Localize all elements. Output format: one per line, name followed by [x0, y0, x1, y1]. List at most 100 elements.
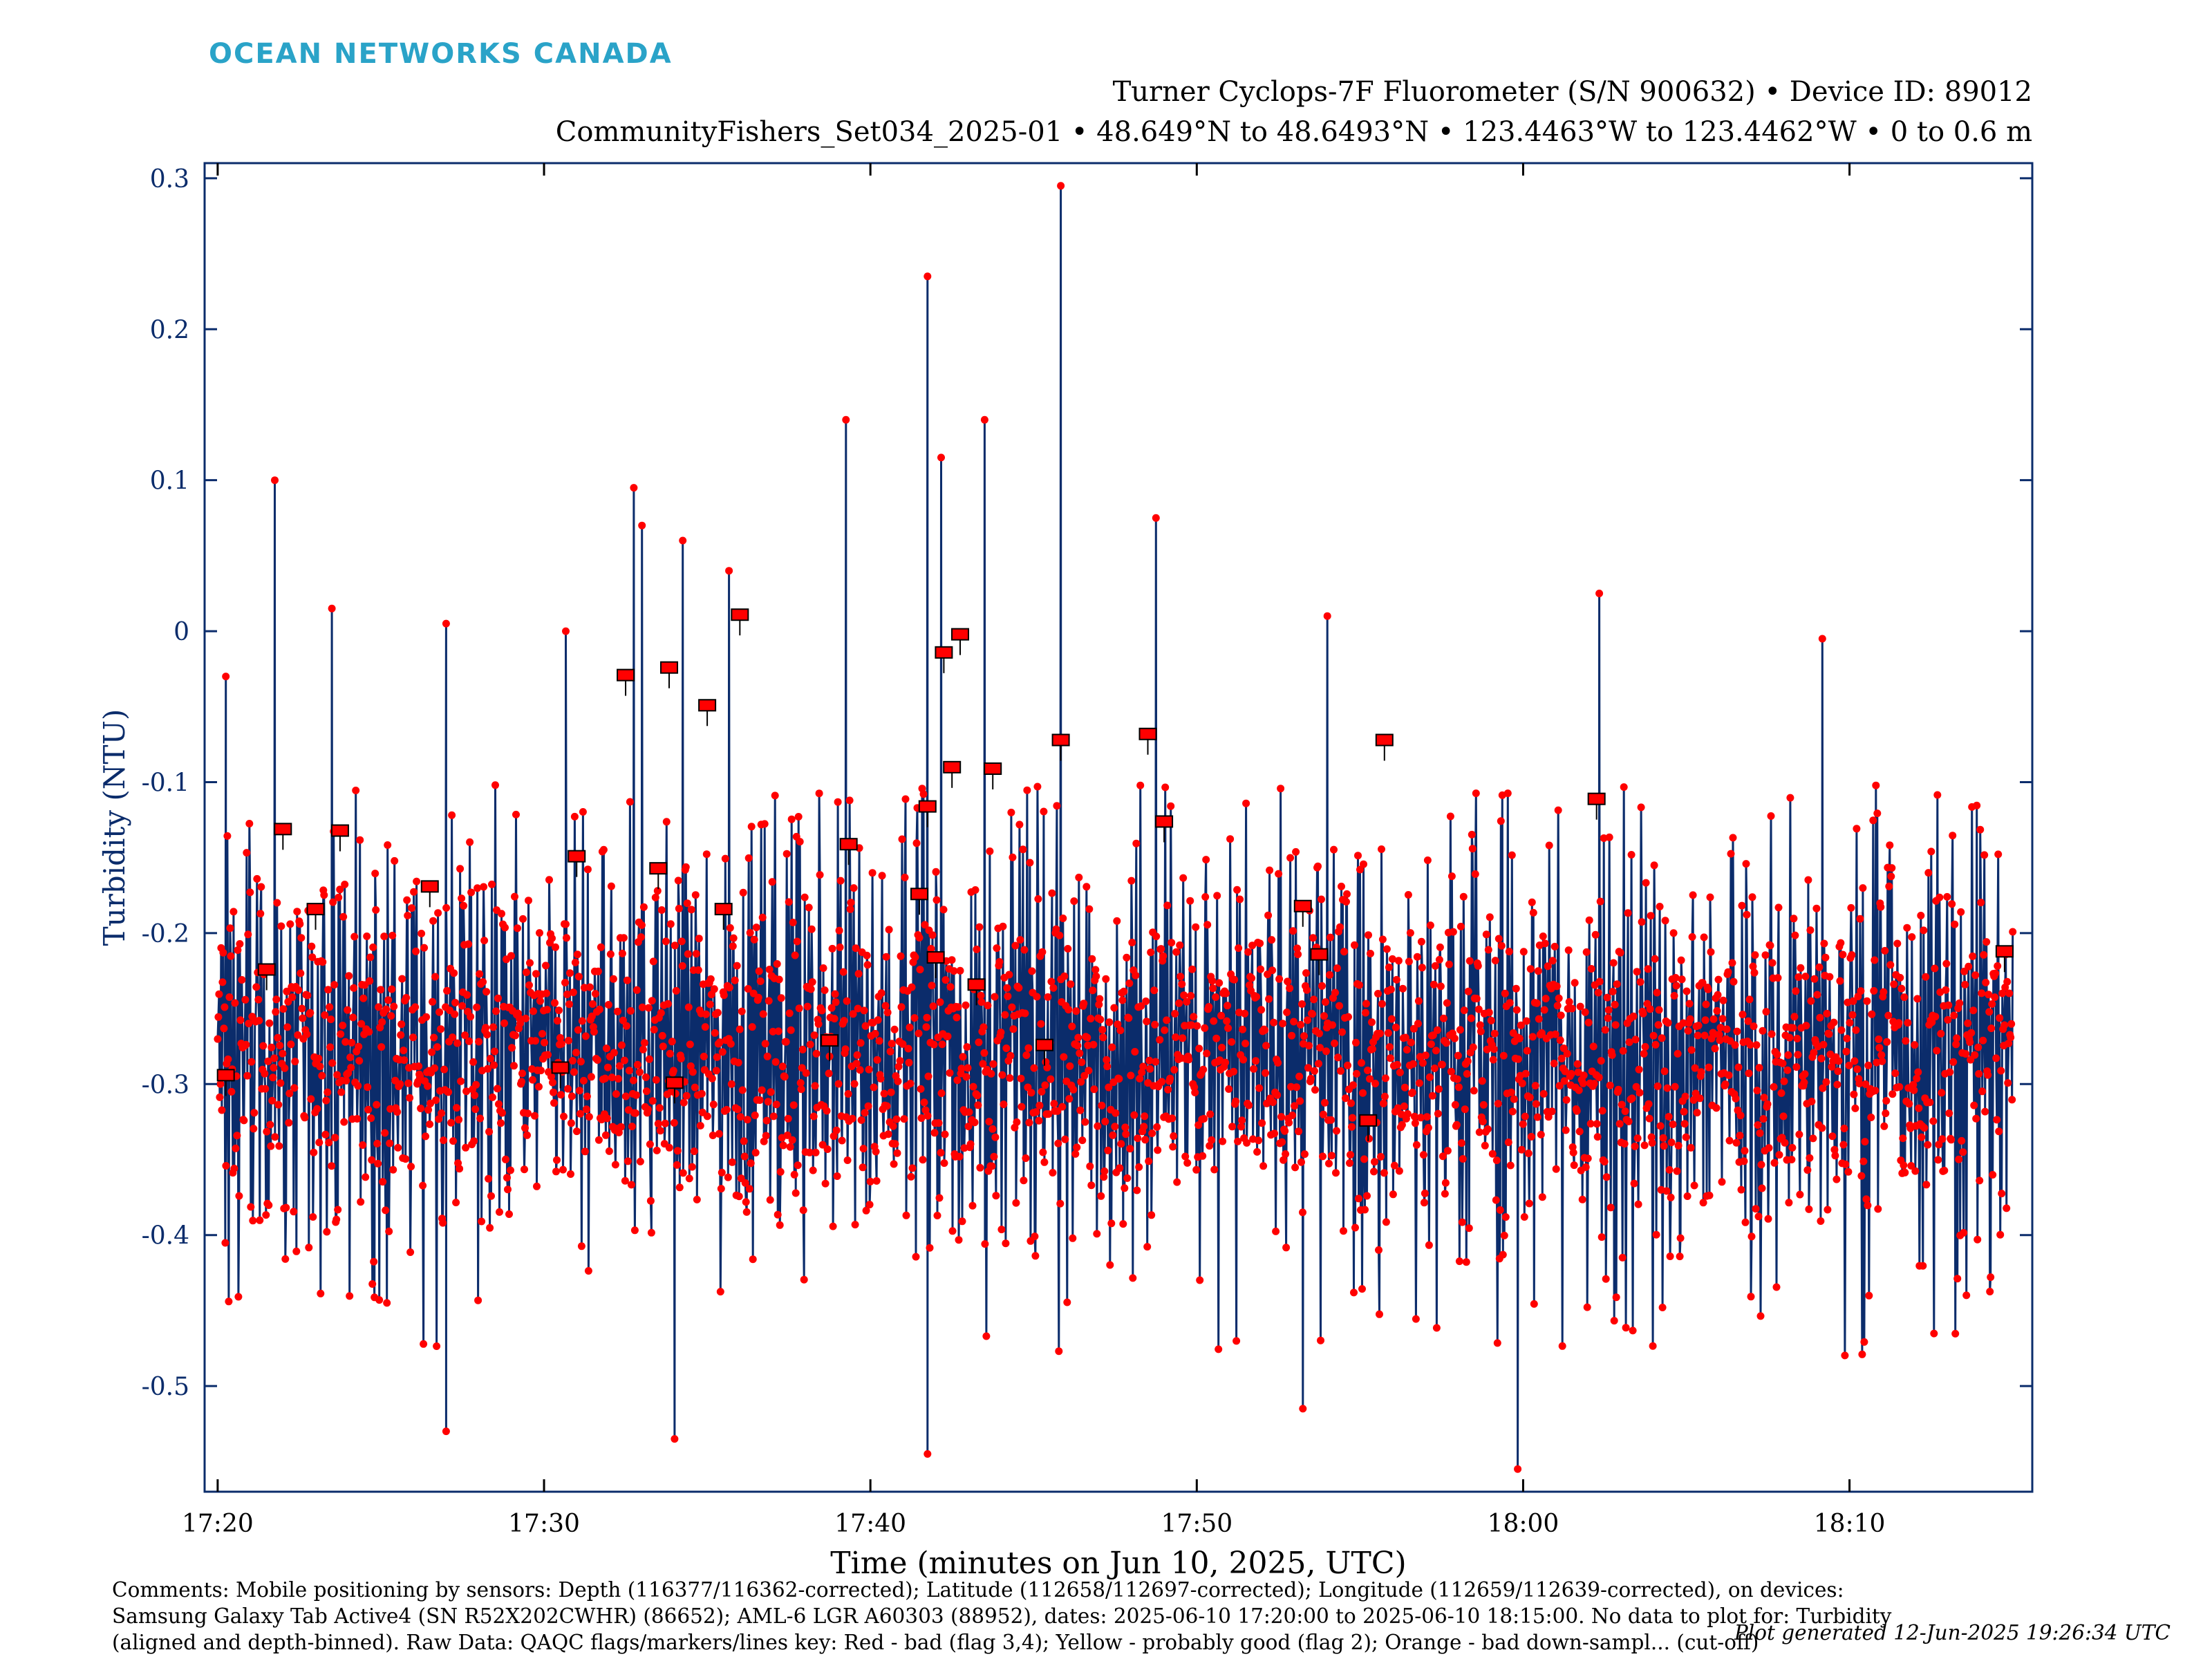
data-point	[603, 1063, 612, 1071]
y-tick-label: 0.1	[150, 467, 189, 496]
data-point	[1859, 884, 1867, 892]
data-point	[856, 1066, 864, 1074]
data-point	[1862, 1080, 1870, 1088]
data-point	[1837, 939, 1845, 947]
data-point	[1451, 1100, 1459, 1109]
data-point	[1887, 872, 1895, 881]
data-point	[1744, 1017, 1752, 1025]
data-point	[1238, 1116, 1246, 1125]
data-point	[1721, 1080, 1730, 1088]
data-point	[1559, 1044, 1568, 1052]
data-point	[1356, 981, 1363, 989]
data-point	[696, 1122, 704, 1130]
data-point	[713, 1053, 721, 1061]
data-point	[832, 1126, 841, 1134]
data-point	[1924, 1141, 1932, 1149]
data-point	[350, 932, 359, 941]
data-point	[563, 991, 571, 998]
data-point	[1297, 1158, 1305, 1166]
data-point	[1645, 1114, 1653, 1123]
data-point	[306, 1009, 315, 1017]
data-point	[1499, 1051, 1508, 1060]
data-point	[1304, 1016, 1311, 1024]
data-point	[702, 1010, 710, 1018]
data-point	[674, 877, 682, 885]
data-point	[1286, 854, 1295, 862]
data-point	[245, 1020, 253, 1028]
data-point	[1277, 1113, 1286, 1121]
data-point	[1314, 862, 1322, 870]
data-point	[603, 1114, 611, 1123]
data-point	[336, 885, 344, 894]
onc-logo-text: OCEAN NETWORKS CANADA	[209, 38, 673, 70]
data-point	[1976, 1177, 1984, 1185]
data-point	[1169, 1143, 1177, 1151]
data-point	[495, 1100, 503, 1108]
data-point	[273, 899, 281, 907]
data-point	[904, 1044, 912, 1053]
data-point	[819, 964, 827, 972]
data-point	[1133, 1186, 1141, 1194]
data-point	[1537, 1130, 1545, 1138]
data-point	[1011, 941, 1020, 950]
data-point	[1105, 1018, 1114, 1027]
data-point	[521, 1165, 528, 1174]
flag-marker	[1995, 945, 2014, 958]
data-point	[1891, 1069, 1900, 1078]
data-point	[1349, 1114, 1356, 1122]
data-point	[1038, 1087, 1046, 1096]
data-point	[1190, 1013, 1198, 1021]
data-point	[1806, 926, 1815, 935]
data-point	[1334, 1053, 1342, 1062]
data-point	[1718, 1178, 1726, 1186]
data-point	[1857, 1172, 1866, 1180]
data-point	[1156, 1035, 1164, 1044]
data-point	[227, 1087, 236, 1096]
data-point	[463, 991, 471, 999]
data-point	[277, 922, 285, 930]
data-point	[1715, 1031, 1723, 1039]
data-point	[1132, 971, 1140, 980]
data-point	[568, 1092, 576, 1100]
data-point	[553, 1156, 561, 1164]
data-point	[877, 1075, 885, 1082]
data-point	[866, 1177, 874, 1185]
data-point	[1278, 1138, 1286, 1146]
data-point	[1855, 1080, 1864, 1087]
data-point	[678, 962, 686, 970]
data-point	[915, 934, 924, 941]
data-point	[282, 1203, 290, 1212]
data-point	[355, 1057, 364, 1065]
data-point	[1418, 1059, 1427, 1067]
data-point	[1002, 1239, 1010, 1248]
data-point	[873, 1056, 881, 1064]
data-point	[1936, 893, 1944, 901]
data-point	[1385, 963, 1393, 971]
data-point	[556, 1033, 564, 1042]
data-point	[320, 891, 328, 899]
data-point	[322, 1096, 330, 1105]
data-point	[1642, 879, 1650, 887]
data-point	[584, 1267, 592, 1275]
data-point	[1856, 915, 1864, 923]
data-point	[1053, 802, 1061, 810]
data-point	[688, 1163, 696, 1171]
data-point	[711, 1029, 719, 1037]
data-point	[1613, 980, 1621, 988]
data-point	[475, 1038, 483, 1046]
data-point	[447, 1118, 456, 1127]
data-point	[1871, 1087, 1880, 1095]
flag-marker	[568, 850, 586, 863]
data-point	[608, 1074, 616, 1082]
data-point	[581, 1147, 589, 1156]
data-point	[619, 1016, 627, 1024]
data-point	[394, 1143, 402, 1152]
data-point	[728, 1158, 736, 1166]
data-point	[1064, 945, 1072, 953]
data-point	[607, 882, 615, 890]
data-point	[1365, 1134, 1373, 1143]
data-point	[1138, 1068, 1146, 1076]
data-point	[1538, 1193, 1546, 1201]
data-point	[1640, 1049, 1648, 1058]
